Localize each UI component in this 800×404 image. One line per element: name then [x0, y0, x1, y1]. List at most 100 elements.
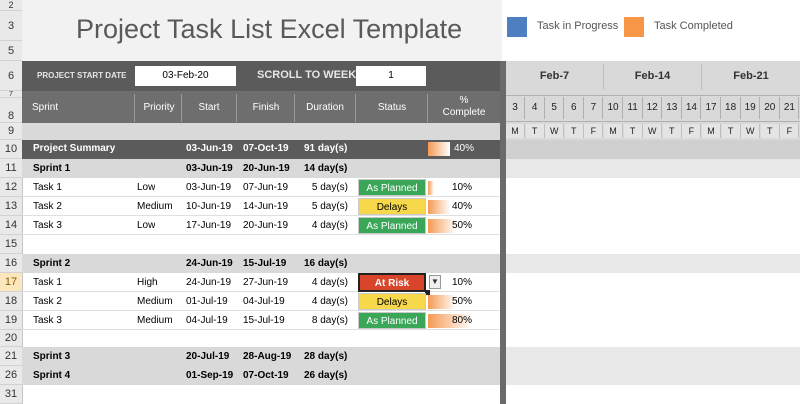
task-name: Task 3	[33, 220, 62, 231]
calendar-day-number: 20	[761, 97, 780, 119]
pane-divider	[500, 61, 506, 404]
start-date-input[interactable]: 03-Feb-20	[135, 66, 236, 86]
task-start: 01-Jul-19	[186, 296, 228, 307]
row-number[interactable]: 11	[0, 159, 22, 178]
task-progress-bar	[428, 181, 434, 195]
settings-bar: PROJECT START DATE 03-Feb-20 SCROLL TO W…	[22, 61, 504, 91]
task-duration: 5 day(s)	[311, 201, 348, 212]
task-duration: 4 day(s)	[311, 220, 348, 231]
sprint-name: Sprint 4	[33, 370, 71, 381]
dropdown-arrow-icon[interactable]: ▼	[429, 275, 441, 289]
row-number[interactable]: 21	[0, 347, 22, 366]
calendar-day-number: 17	[702, 97, 721, 119]
task-name: Task 2	[33, 296, 62, 307]
task-duration: 5 day(s)	[311, 182, 348, 193]
sprint-finish: 07-Oct-19	[243, 370, 289, 381]
task-row[interactable]: Task 3 Medium 04-Jul-19 15-Jul-19 8 day(…	[22, 311, 500, 330]
task-status[interactable]: Delays	[358, 293, 426, 310]
task-row[interactable]: Task 2 Medium 10-Jun-19 14-Jun-19 5 day(…	[22, 197, 500, 216]
task-row[interactable]: Task 1 High 24-Jun-19 27-Jun-19 4 day(s)	[22, 273, 500, 292]
sprint-3-row[interactable]: Sprint 3 20-Jul-19 28-Aug-19 28 day(s)	[22, 347, 500, 366]
row-number-selected[interactable]: 17	[0, 273, 22, 292]
task-status[interactable]: Delays	[358, 198, 426, 215]
task-status[interactable]: As Planned	[358, 312, 426, 329]
row-number[interactable]: 14	[0, 216, 22, 235]
row-number[interactable]: 5	[0, 41, 22, 61]
calendar-sprint-row	[506, 366, 800, 385]
task-finish: 15-Jul-19	[243, 315, 285, 326]
sprint-start: 24-Jun-19	[186, 258, 233, 269]
calendar-day-number: 4	[526, 97, 545, 119]
header-priority: Priority	[143, 102, 175, 113]
calendar-week-label: Feb-7	[506, 64, 604, 90]
sprint-4-row[interactable]: Sprint 4 01-Sep-19 07-Oct-19 26 day(s)	[22, 366, 500, 385]
completed-label: Task Completed	[654, 20, 733, 32]
row-number[interactable]: 31	[0, 385, 22, 404]
sprint-finish: 15-Jul-19	[243, 258, 287, 269]
title-area: Project Task List Excel Template	[22, 0, 502, 61]
calendar-day-of-week: F	[780, 124, 800, 138]
row-number[interactable]: 16	[0, 254, 22, 273]
calendar-day-of-week: F	[682, 124, 702, 138]
row-number[interactable]: 18	[0, 292, 22, 311]
sprint-1-row[interactable]: Sprint 1 03-Jun-19 20-Jun-19 14 day(s)	[22, 159, 500, 178]
row-number[interactable]: 20	[0, 330, 22, 347]
calendar-day-number: 3	[506, 97, 525, 119]
in-progress-label: Task in Progress	[537, 20, 619, 32]
fill-handle[interactable]	[425, 290, 430, 295]
row-number[interactable]: 7	[0, 91, 22, 98]
task-start: 24-Jun-19	[186, 277, 232, 288]
task-priority: Medium	[137, 315, 173, 326]
calendar-day-of-week: W	[741, 124, 761, 138]
calendar-sprint-row	[506, 347, 800, 366]
task-progress-bar	[428, 314, 472, 328]
task-percent: 10%	[451, 277, 472, 288]
task-status[interactable]: As Planned	[358, 217, 426, 234]
task-start: 10-Jun-19	[186, 201, 232, 212]
calendar-day-of-week: M	[702, 124, 721, 138]
calendar-week-label: Feb-21	[733, 70, 769, 82]
summary-duration: 91 day(s)	[304, 143, 348, 154]
project-summary-row[interactable]: Project Summary 03-Jun-19 07-Oct-19 91 d…	[22, 140, 500, 159]
row-number[interactable]: 10	[0, 140, 22, 159]
calendar-day-of-week: T	[525, 124, 545, 138]
task-priority: High	[137, 277, 158, 288]
calendar-day-of-week: T	[760, 124, 780, 138]
row-number[interactable]: 12	[0, 178, 22, 197]
header-percent: % Complete	[430, 95, 498, 119]
row-number[interactable]: 13	[0, 197, 22, 216]
task-status[interactable]: As Planned	[358, 179, 426, 196]
task-row[interactable]: Task 2 Medium 01-Jul-19 04-Jul-19 4 day(…	[22, 292, 500, 311]
row-number[interactable]: 19	[0, 311, 22, 330]
row-number[interactable]: 3	[0, 11, 22, 41]
row-number[interactable]: 26	[0, 366, 22, 385]
calendar-day-of-week: F	[584, 124, 604, 138]
task-row[interactable]: Task 1 Low 03-Jun-19 07-Jun-19 5 day(s)	[22, 178, 500, 197]
task-name: Task 3	[33, 315, 62, 326]
scroll-week-input[interactable]: 1	[356, 66, 426, 86]
task-finish: 27-Jun-19	[243, 277, 289, 288]
row-number[interactable]: 6	[0, 61, 22, 91]
column-header-bar	[22, 91, 504, 123]
sprint-duration: 16 day(s)	[304, 258, 348, 269]
row-number[interactable]: 15	[0, 235, 22, 254]
row-number[interactable]: 8	[0, 98, 22, 123]
task-percent: 10%	[451, 182, 472, 193]
task-priority: Medium	[137, 201, 173, 212]
task-finish: 20-Jun-19	[243, 220, 289, 231]
sprint-2-row[interactable]: Sprint 2 24-Jun-19 15-Jul-19 16 day(s)	[22, 254, 500, 273]
task-status-selected[interactable]: At Risk	[358, 273, 426, 292]
calendar-day-of-week: M	[604, 124, 623, 138]
task-start: 03-Jun-19	[186, 182, 232, 193]
row-number[interactable]: 2	[0, 0, 22, 11]
calendar-day-of-week: M	[506, 124, 525, 138]
task-row[interactable]: Task 3 Low 17-Jun-19 20-Jun-19 4 day(s)	[22, 216, 500, 235]
calendar-day-number: 19	[741, 97, 761, 119]
task-progress-bar	[428, 219, 456, 233]
legend-area: Task in Progress Task Completed	[502, 0, 800, 61]
calendar-day-number: 7	[584, 97, 604, 119]
start-date-label: PROJECT START DATE	[37, 71, 127, 80]
sprint-duration: 26 day(s)	[304, 370, 348, 381]
calendar-day-number: 21	[780, 97, 800, 119]
row-number[interactable]: 9	[0, 123, 22, 140]
